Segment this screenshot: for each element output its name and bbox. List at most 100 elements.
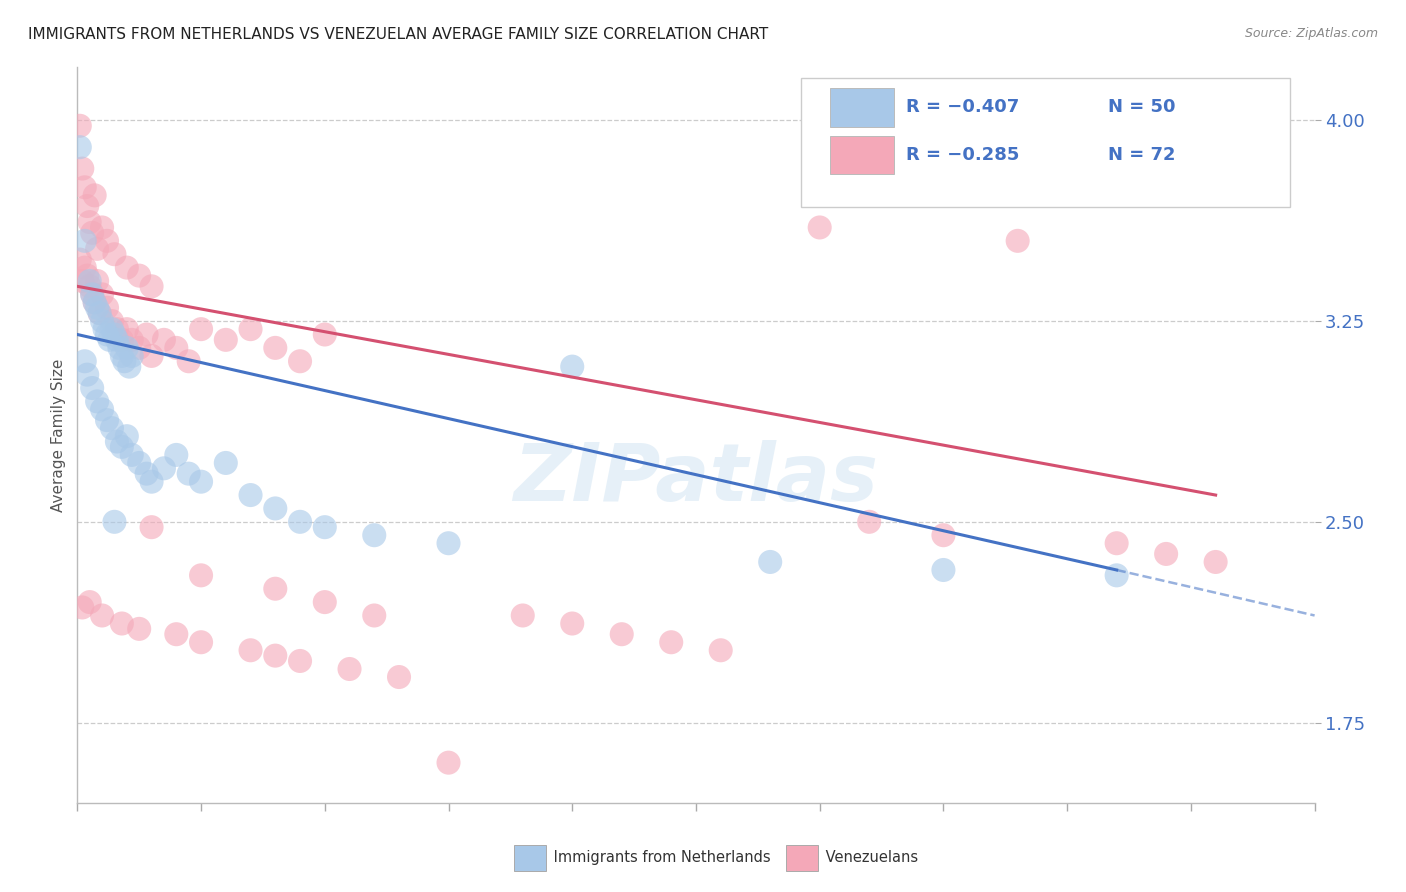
Point bbox=[111, 349, 134, 363]
Point bbox=[128, 341, 150, 355]
Point bbox=[83, 188, 105, 202]
Point bbox=[89, 306, 111, 320]
Point bbox=[118, 359, 141, 374]
Point bbox=[264, 501, 287, 516]
Point bbox=[1105, 568, 1128, 582]
Point bbox=[93, 322, 115, 336]
Point bbox=[121, 448, 143, 462]
Point bbox=[177, 467, 200, 481]
Point bbox=[512, 608, 534, 623]
Point bbox=[69, 140, 91, 154]
Point bbox=[82, 226, 104, 240]
Point bbox=[121, 349, 143, 363]
Point bbox=[105, 333, 128, 347]
Point bbox=[339, 662, 361, 676]
Point bbox=[288, 654, 311, 668]
Point bbox=[111, 616, 134, 631]
Point bbox=[96, 234, 118, 248]
Point bbox=[177, 354, 200, 368]
Point bbox=[128, 622, 150, 636]
Point bbox=[190, 568, 212, 582]
Point bbox=[96, 413, 118, 427]
Point bbox=[561, 616, 583, 631]
Point bbox=[264, 648, 287, 663]
Point bbox=[932, 528, 955, 542]
Point bbox=[91, 608, 114, 623]
Point bbox=[79, 215, 101, 229]
Point bbox=[96, 301, 118, 315]
Point bbox=[610, 627, 633, 641]
Text: Venezuelans: Venezuelans bbox=[821, 850, 918, 865]
Point bbox=[73, 234, 96, 248]
Point bbox=[82, 287, 104, 301]
Point bbox=[288, 515, 311, 529]
Point bbox=[76, 199, 98, 213]
Point bbox=[215, 333, 238, 347]
Point bbox=[111, 440, 134, 454]
Point bbox=[1007, 234, 1029, 248]
Point bbox=[101, 314, 124, 328]
Point bbox=[79, 595, 101, 609]
Point bbox=[91, 220, 114, 235]
Point bbox=[190, 635, 212, 649]
Point bbox=[239, 488, 262, 502]
Point bbox=[69, 119, 91, 133]
Point bbox=[105, 434, 128, 449]
Point bbox=[73, 180, 96, 194]
FancyBboxPatch shape bbox=[786, 846, 818, 871]
Point bbox=[83, 295, 105, 310]
Point bbox=[264, 582, 287, 596]
Point bbox=[659, 635, 682, 649]
Point bbox=[112, 354, 135, 368]
Point bbox=[72, 600, 94, 615]
Point bbox=[72, 274, 94, 288]
Point bbox=[437, 536, 460, 550]
Point bbox=[141, 279, 163, 293]
Point bbox=[103, 247, 125, 261]
Point bbox=[363, 608, 385, 623]
FancyBboxPatch shape bbox=[801, 78, 1289, 207]
Point bbox=[808, 220, 831, 235]
Point bbox=[105, 322, 128, 336]
Point bbox=[710, 643, 733, 657]
Text: N = 50: N = 50 bbox=[1108, 98, 1175, 116]
Point bbox=[153, 333, 176, 347]
Point bbox=[314, 520, 336, 534]
Point bbox=[103, 327, 125, 342]
Point bbox=[314, 595, 336, 609]
Point bbox=[135, 467, 157, 481]
Point bbox=[98, 333, 121, 347]
Point bbox=[79, 274, 101, 288]
Point bbox=[69, 252, 91, 267]
Text: N = 72: N = 72 bbox=[1108, 146, 1175, 164]
Point bbox=[73, 260, 96, 275]
Point bbox=[363, 528, 385, 542]
Point bbox=[190, 475, 212, 489]
Point bbox=[86, 394, 108, 409]
Point bbox=[108, 341, 131, 355]
Point bbox=[86, 274, 108, 288]
Point bbox=[83, 295, 105, 310]
Point bbox=[1105, 536, 1128, 550]
Point bbox=[759, 555, 782, 569]
Text: ZIPatlas: ZIPatlas bbox=[513, 440, 879, 518]
Point bbox=[239, 643, 262, 657]
Point bbox=[115, 260, 138, 275]
Text: Source: ZipAtlas.com: Source: ZipAtlas.com bbox=[1244, 27, 1378, 40]
Point bbox=[165, 341, 187, 355]
Point bbox=[128, 268, 150, 283]
Point bbox=[288, 354, 311, 368]
Point bbox=[388, 670, 411, 684]
Point bbox=[561, 359, 583, 374]
Text: Immigrants from Netherlands: Immigrants from Netherlands bbox=[548, 850, 770, 865]
FancyBboxPatch shape bbox=[515, 846, 547, 871]
Text: R = −0.285: R = −0.285 bbox=[907, 146, 1019, 164]
Point bbox=[239, 322, 262, 336]
Point bbox=[215, 456, 238, 470]
Point bbox=[96, 327, 118, 342]
Y-axis label: Average Family Size: Average Family Size bbox=[51, 359, 66, 511]
Point bbox=[1205, 555, 1227, 569]
Point bbox=[858, 515, 880, 529]
Point bbox=[79, 279, 101, 293]
Point bbox=[115, 341, 138, 355]
